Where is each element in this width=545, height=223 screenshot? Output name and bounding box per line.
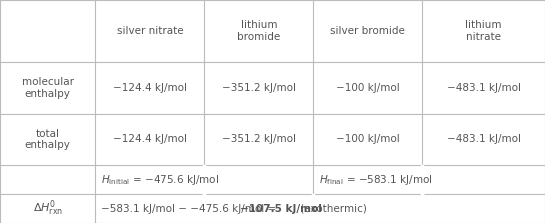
Text: −351.2 kJ/mol: −351.2 kJ/mol <box>222 134 296 144</box>
Text: −100 kJ/mol: −100 kJ/mol <box>336 83 399 93</box>
Text: (exothermic): (exothermic) <box>296 204 366 213</box>
Text: molecular
enthalpy: molecular enthalpy <box>22 77 74 99</box>
Text: −100 kJ/mol: −100 kJ/mol <box>336 134 399 144</box>
Text: total
enthalpy: total enthalpy <box>25 129 71 150</box>
Text: $\Delta H^0_{\rm rxn}$: $\Delta H^0_{\rm rxn}$ <box>33 199 63 218</box>
Text: silver nitrate: silver nitrate <box>117 26 183 36</box>
Text: −483.1 kJ/mol: −483.1 kJ/mol <box>447 83 520 93</box>
Text: −124.4 kJ/mol: −124.4 kJ/mol <box>113 83 187 93</box>
Text: lithium
nitrate: lithium nitrate <box>465 21 502 42</box>
Text: −124.4 kJ/mol: −124.4 kJ/mol <box>113 134 187 144</box>
Text: lithium
bromide: lithium bromide <box>237 21 281 42</box>
Text: −107.5 kJ/mol: −107.5 kJ/mol <box>240 204 322 213</box>
Text: $\mathit{H}_{\rm final}$ = −583.1 kJ/mol: $\mathit{H}_{\rm final}$ = −583.1 kJ/mol <box>319 173 433 186</box>
Text: silver bromide: silver bromide <box>330 26 405 36</box>
Text: −583.1 kJ/mol − −475.6 kJ/mol =: −583.1 kJ/mol − −475.6 kJ/mol = <box>101 204 280 213</box>
Text: $\mathit{H}_{\rm initial}$ = −475.6 kJ/mol: $\mathit{H}_{\rm initial}$ = −475.6 kJ/m… <box>101 173 219 186</box>
Text: −351.2 kJ/mol: −351.2 kJ/mol <box>222 83 296 93</box>
Text: −483.1 kJ/mol: −483.1 kJ/mol <box>447 134 520 144</box>
